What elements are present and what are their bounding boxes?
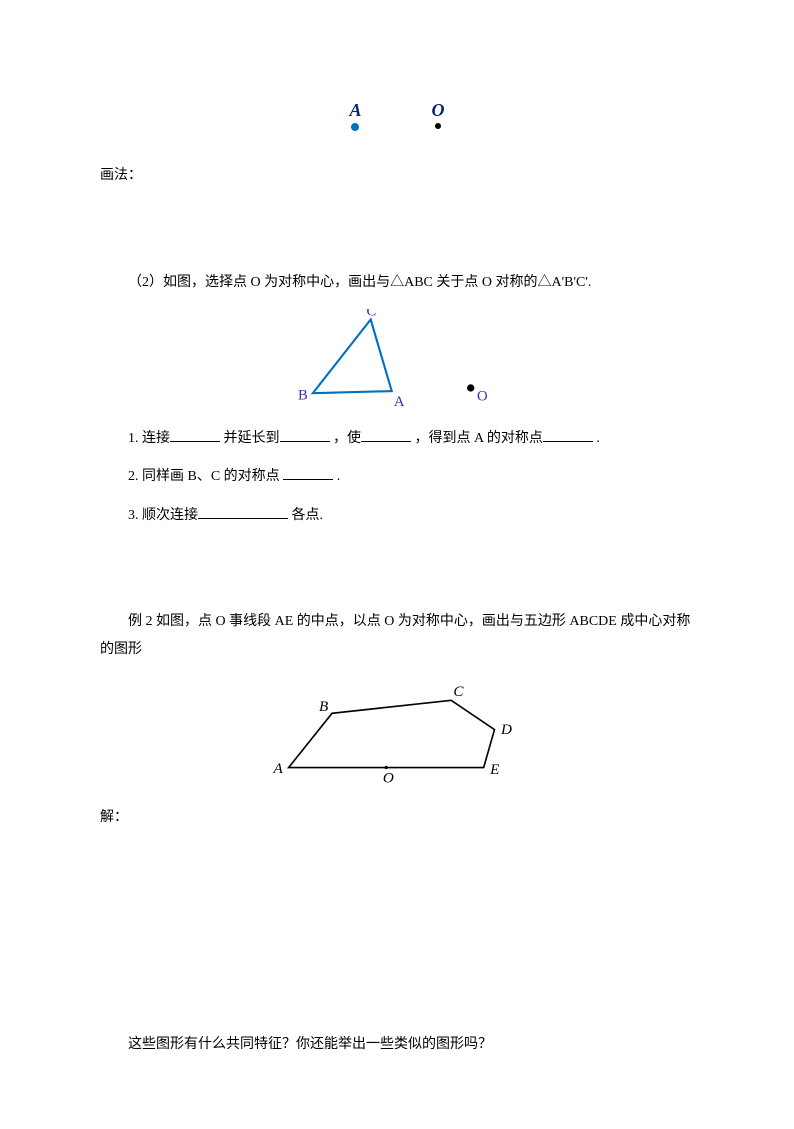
blank [543, 424, 593, 442]
blank [283, 463, 333, 481]
figure-triangle: B A C O [100, 309, 694, 414]
svg-text:O: O [477, 388, 488, 404]
svg-text:B: B [298, 387, 308, 403]
pentagon-svg: A B C D E O [267, 680, 527, 790]
step-3: 3. 顺次连接 各点. [100, 501, 694, 532]
svg-text:B: B [319, 698, 328, 715]
question-2: （2）如图，选择点 O 为对称中心，画出与△ABC 关于点 O 对称的△A'B'… [100, 268, 694, 299]
svg-text:A: A [394, 393, 405, 408]
blank [170, 424, 220, 442]
svg-text:E: E [489, 761, 500, 778]
svg-text:O: O [383, 770, 394, 787]
dot-o [435, 123, 441, 129]
step-1: 1. 连接 并延长到 ，使 ，得到点 A 的对称点 . [100, 424, 694, 455]
dot-a [351, 123, 359, 131]
point-a: A [349, 100, 361, 131]
label-huafa: 画法： [100, 161, 694, 192]
svg-text:A: A [273, 760, 284, 777]
blank [198, 501, 288, 519]
figure-pentagon: A B C D E O [100, 680, 694, 795]
label-solve: 解： [100, 803, 694, 834]
blank [361, 424, 411, 442]
question-common: 这些图形有什么共同特征？你还能举出一些类似的图形吗？ [100, 1030, 694, 1061]
svg-text:D: D [500, 721, 512, 738]
point-o: O [432, 100, 445, 129]
figure-points-ao: A O [100, 100, 694, 131]
example-2: 例 2 如图，点 O 事线段 AE 的中点，以点 O 为对称中心，画出与五边形 … [100, 608, 694, 664]
triangle-svg: B A C O [277, 309, 517, 409]
svg-text:C: C [366, 309, 376, 319]
svg-text:C: C [453, 683, 464, 700]
step-2: 2. 同样画 B、C 的对称点 . [100, 462, 694, 493]
blank [280, 424, 330, 442]
